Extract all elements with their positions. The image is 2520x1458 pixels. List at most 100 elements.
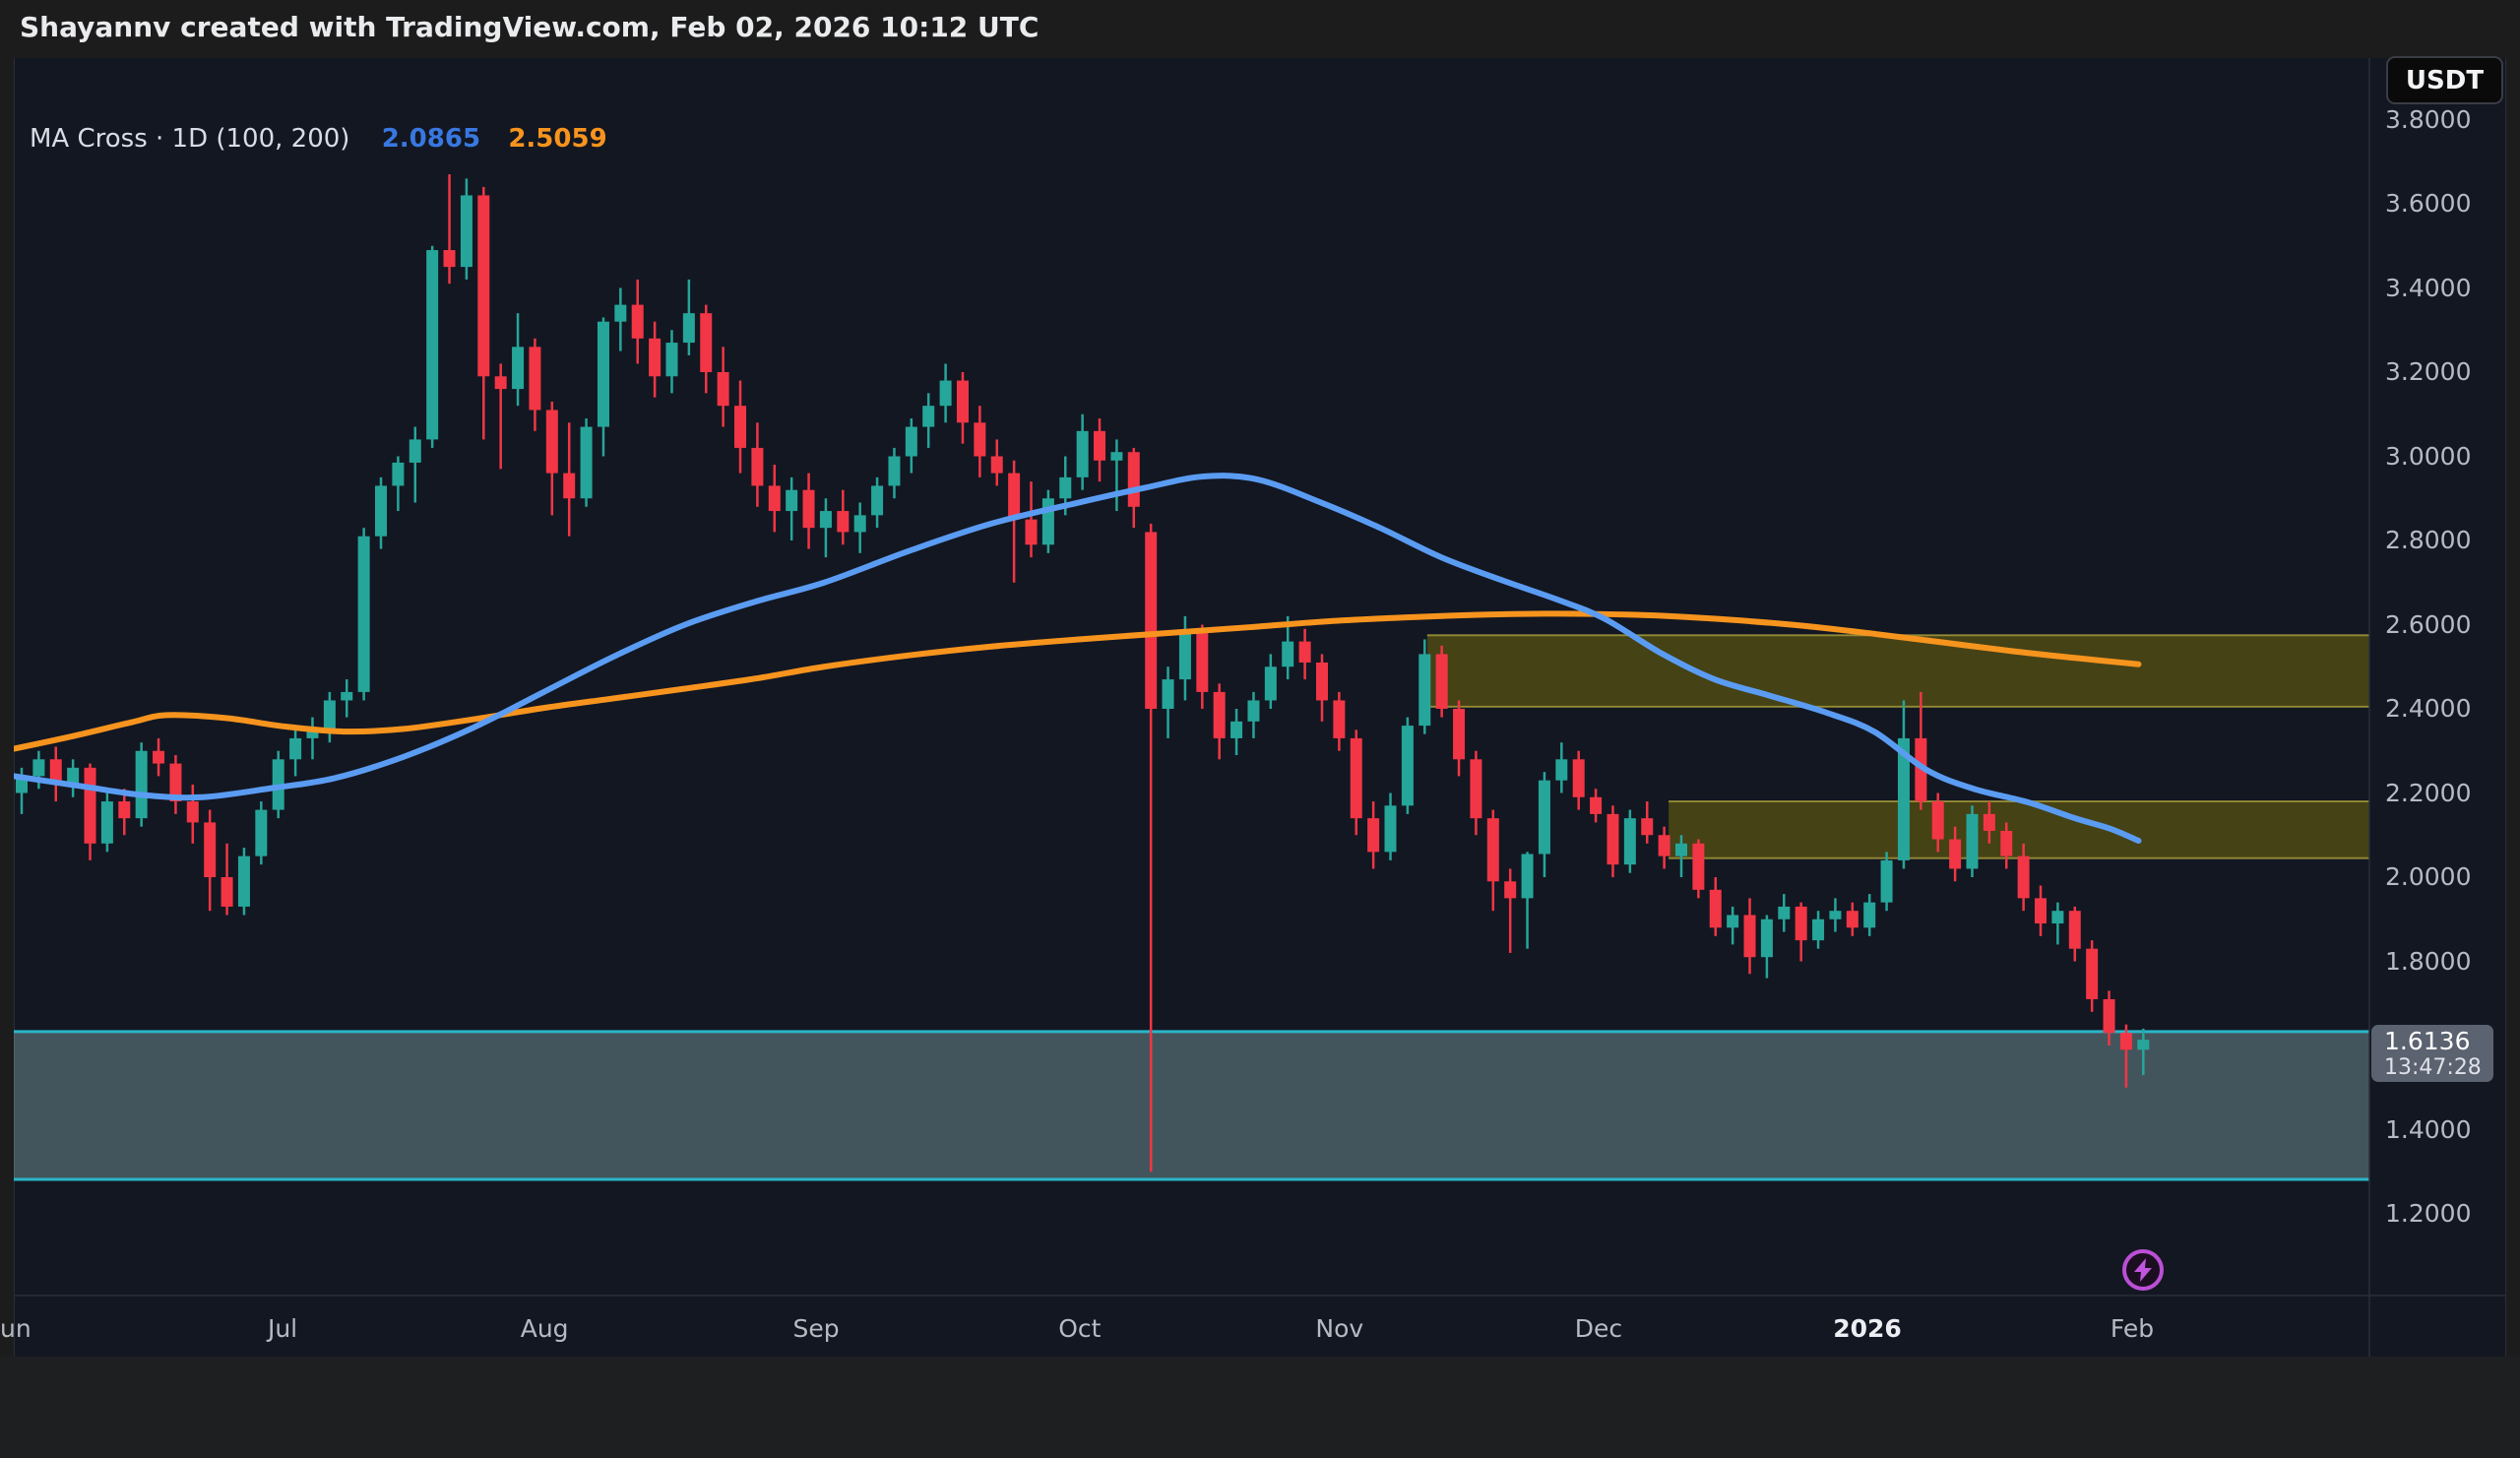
candle-body — [375, 485, 388, 537]
candle-body — [1264, 666, 1277, 701]
candle-body — [614, 304, 627, 322]
candle-body — [477, 195, 490, 377]
candle-body — [1760, 919, 1773, 958]
candle-body — [1008, 473, 1021, 520]
candle-body — [1983, 813, 1995, 831]
candle-body — [84, 767, 96, 844]
candle-body — [563, 473, 576, 499]
candle-body — [888, 456, 901, 486]
candle-body — [1486, 818, 1499, 882]
candle-body — [1025, 519, 1038, 545]
candle-body — [2000, 830, 2013, 856]
candle-body — [1623, 818, 1636, 865]
candle-body — [1692, 843, 1705, 890]
candle-body — [1127, 452, 1140, 507]
candle-body — [392, 462, 405, 486]
currency-toggle-button[interactable]: USDT — [2386, 56, 2503, 104]
support-zone-fill — [14, 1031, 2369, 1179]
candle-body — [751, 447, 764, 486]
candle-body — [580, 426, 593, 499]
candle-body — [1572, 759, 1585, 797]
candle-body — [2017, 856, 2030, 899]
supply-zone-mid[interactable] — [1669, 800, 2369, 859]
candle-body — [1178, 633, 1191, 680]
candle-body — [289, 737, 302, 760]
candle-body — [1145, 532, 1158, 709]
candle-body — [819, 511, 832, 529]
candle-body — [512, 347, 525, 390]
supply-zone-upper[interactable] — [1426, 634, 2369, 708]
candle-body — [922, 406, 935, 427]
candle-body — [1282, 641, 1294, 667]
candle-body — [1727, 915, 1739, 928]
candle-wick — [1508, 868, 1512, 953]
candle-body — [786, 489, 798, 512]
candle-body — [67, 767, 80, 785]
candle-body — [1743, 915, 1756, 958]
credit-text: Shayannv created with TradingView.com, F… — [20, 11, 1040, 43]
candle-body — [1863, 902, 1876, 928]
candle-body — [1846, 911, 1858, 928]
time-label: Aug — [520, 1314, 569, 1343]
candle-body — [1709, 889, 1722, 928]
candle-body — [1641, 818, 1654, 836]
candle-wick — [1012, 460, 1016, 583]
candle-body — [323, 700, 336, 730]
supply-zone-upper-fill — [1426, 635, 2369, 707]
candle-body — [1333, 700, 1346, 738]
candle-body — [1076, 430, 1089, 477]
lightning-icon[interactable] — [2119, 1246, 2167, 1294]
candle-body — [939, 380, 952, 407]
candle-body — [631, 304, 644, 339]
candle-body — [665, 343, 678, 377]
candle-body — [768, 485, 781, 512]
candle-body — [2119, 1033, 2132, 1050]
time-label: Nov — [1315, 1314, 1364, 1343]
support-zone[interactable] — [14, 1030, 2369, 1181]
ma-slow-value: 2.5059 — [508, 124, 607, 154]
candle-wick — [2124, 1024, 2128, 1088]
candle-body — [1435, 654, 1448, 709]
time-label: Oct — [1058, 1314, 1102, 1343]
indicator-legend[interactable]: MA Cross · 1D (100, 200) 2.0865 2.5059 — [30, 121, 607, 157]
ma-fast-line — [14, 473, 2142, 845]
footer-bar: TradingView — [0, 1357, 2520, 1458]
candle-body — [1094, 430, 1106, 461]
candle-body — [871, 485, 884, 516]
candle-body — [649, 338, 662, 377]
candle-body — [974, 422, 986, 457]
time-label: Jul — [267, 1314, 298, 1343]
candle-body — [341, 691, 353, 701]
candle-body — [1658, 835, 1670, 856]
candle-body — [1915, 737, 1927, 802]
time-scale[interactable]: un Jul Aug Sep Oct Nov Dec 2026 Feb — [0, 1296, 2520, 1357]
candle-body — [49, 759, 62, 785]
candle-body — [2103, 998, 2115, 1034]
candle-body — [1555, 759, 1568, 781]
candle-body — [426, 250, 439, 440]
candle-body — [1384, 805, 1397, 853]
bar-countdown: 13:47:28 — [2384, 1055, 2482, 1080]
candle-body — [169, 763, 182, 802]
candle-body — [682, 313, 695, 344]
candle-wick — [1526, 852, 1529, 949]
candle-body — [443, 250, 456, 268]
candle-body — [1966, 813, 1979, 869]
candle-body — [1470, 759, 1482, 819]
candle-body — [1880, 859, 1893, 903]
ma-fast-value: 2.0865 — [381, 124, 481, 154]
supply-zone-mid-fill — [1669, 801, 2369, 858]
candle-body — [1795, 906, 1807, 941]
candle-body — [1367, 818, 1380, 853]
candle-body — [1521, 854, 1534, 899]
candle-body — [1401, 726, 1414, 806]
last-price-badge: 1.6136 13:47:28 — [2371, 1025, 2493, 1082]
candle-body — [1897, 737, 1910, 860]
candle-wick — [1115, 439, 1118, 512]
candle-body — [2068, 911, 2081, 949]
candle-body — [186, 801, 199, 823]
candle-body — [1812, 919, 1825, 941]
candle-body — [1196, 633, 1209, 692]
